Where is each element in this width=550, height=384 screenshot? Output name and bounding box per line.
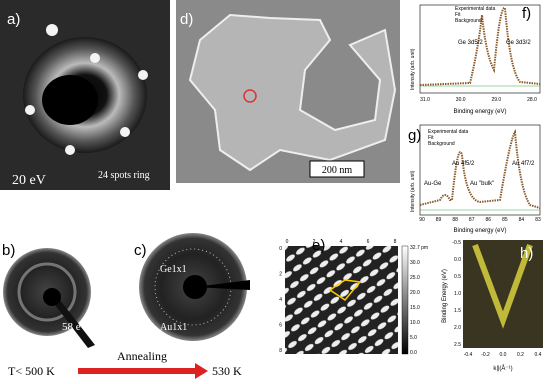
tick-label: 0.5 xyxy=(454,274,461,280)
legend: Experimental data xyxy=(455,6,496,12)
colorbar xyxy=(401,245,409,355)
panel-label: a) xyxy=(7,11,20,28)
tick-label: 25.0 xyxy=(410,275,420,281)
tick-label: 20.0 xyxy=(410,290,420,296)
annotation: Au1x1 xyxy=(160,322,187,333)
leed-ring xyxy=(17,262,77,322)
peak-label: Au 4f5/2 xyxy=(452,161,475,167)
tick-label: 29.0 xyxy=(491,97,501,103)
scale-label: 200 nm xyxy=(322,165,353,176)
annotation: Ge1x1 xyxy=(160,264,187,275)
peak-label: Au 4f7/2 xyxy=(512,161,535,167)
legend: Fit xyxy=(455,12,461,18)
peak-label: Ge 3d3/2 xyxy=(506,40,531,46)
y-label: Intensity (arb. unit) xyxy=(410,48,416,90)
tick-label: 90 xyxy=(419,217,425,223)
peak-label: Ge 3d5/2 xyxy=(458,40,483,46)
tick-label: 6 xyxy=(279,323,282,329)
y-label: Binding Energy (eV) xyxy=(442,269,448,323)
tick-label: 0.0 xyxy=(500,352,507,358)
tick-label: 87 xyxy=(469,217,475,223)
panel-label: g) xyxy=(408,127,421,144)
tick-label: 5.0 xyxy=(410,335,417,341)
unit-cell xyxy=(328,279,362,301)
dispersion xyxy=(472,243,533,329)
leed-spots xyxy=(25,24,148,155)
holder xyxy=(195,280,250,290)
tick-label: 31.0 xyxy=(420,97,430,103)
panel-label: c) xyxy=(134,242,147,259)
annotation: 24 spots ring xyxy=(168,216,220,227)
tick-label: 0.2 xyxy=(517,352,524,358)
tick-label: 2 xyxy=(279,272,282,278)
tick-label: -0.5 xyxy=(452,240,461,246)
tick-label: 86 xyxy=(486,217,492,223)
xps-plot-f: f) Experimental data Fit Background Ge 3… xyxy=(410,4,541,115)
tick-label: 0 xyxy=(279,246,282,252)
y-label: Intensity (arb. unit) xyxy=(410,170,416,212)
beam-shadow xyxy=(43,288,61,306)
tick-label: 0.0 xyxy=(410,350,417,356)
annotation: 24 spots ring xyxy=(98,170,150,181)
highlight xyxy=(243,89,257,103)
tick-label: 2 xyxy=(313,239,316,245)
panel-label: d) xyxy=(180,11,193,28)
process-label: Annealing xyxy=(117,349,167,363)
tick-label: 84 xyxy=(519,217,525,223)
panel-label: e) xyxy=(312,237,325,254)
tick-label: -0.4 xyxy=(464,352,473,358)
peak-label: Au "bulk" xyxy=(470,181,494,187)
tick-label: 85 xyxy=(502,217,508,223)
legend: Background xyxy=(455,18,482,24)
energy-label: 58 eV xyxy=(62,321,89,333)
start-temp: T< 500 K xyxy=(8,364,55,378)
panel-label: h) xyxy=(520,245,533,262)
tick-label: 4 xyxy=(340,239,343,245)
holder xyxy=(55,300,95,348)
tick-label: 32.7 pm xyxy=(410,245,428,251)
tick-label: 0.0 xyxy=(454,257,461,263)
energy-label: 20 eV xyxy=(12,173,46,188)
tick-label: 1.5 xyxy=(454,308,461,314)
tick-label: 83 xyxy=(535,217,541,223)
panel-label: b) xyxy=(2,242,15,259)
tick-label: 4 xyxy=(279,297,282,303)
legend: Experimental data xyxy=(428,129,469,135)
x-label: Binding energy (eV) xyxy=(453,228,506,234)
beam-shadow xyxy=(183,275,207,299)
tick-label: 30.0 xyxy=(456,97,466,103)
x-label: k∥(Å⁻¹) xyxy=(493,365,512,372)
tick-label: 1.0 xyxy=(454,291,461,297)
tick-label: 88 xyxy=(452,217,458,223)
tick-label: -0.2 xyxy=(481,352,490,358)
tick-label: 0 xyxy=(286,239,289,245)
tick-label: 6 xyxy=(367,239,370,245)
legend: Background xyxy=(428,141,455,147)
peak-label: Au-Ge xyxy=(424,181,442,187)
annealing-arrow xyxy=(78,363,208,379)
tick-label: 2.5 xyxy=(454,342,461,348)
tick-label: 8 xyxy=(394,239,397,245)
tick-label: 8 xyxy=(279,348,282,354)
tick-label: 2.0 xyxy=(454,325,461,331)
tick-label: 28.0 xyxy=(527,97,537,103)
panel-label: f) xyxy=(522,5,531,22)
legend: Fit xyxy=(428,135,434,141)
scale-bar xyxy=(309,160,365,178)
tick-label: 89 xyxy=(436,217,442,223)
xps-plot-g: g) Experimental data Fit Background Au-G… xyxy=(408,124,541,234)
tick-label: 10.0 xyxy=(410,320,420,326)
end-temp: 530 K xyxy=(212,364,242,378)
tick-label: 30.0 xyxy=(410,260,420,266)
tick-label: 15.0 xyxy=(410,305,420,311)
tick-label: 0.4 xyxy=(535,352,542,358)
stm-image xyxy=(285,246,398,354)
arpes-image xyxy=(463,240,543,348)
x-label: Binding energy (eV) xyxy=(453,109,506,115)
beam-shadow xyxy=(42,75,98,125)
island xyxy=(188,13,397,172)
